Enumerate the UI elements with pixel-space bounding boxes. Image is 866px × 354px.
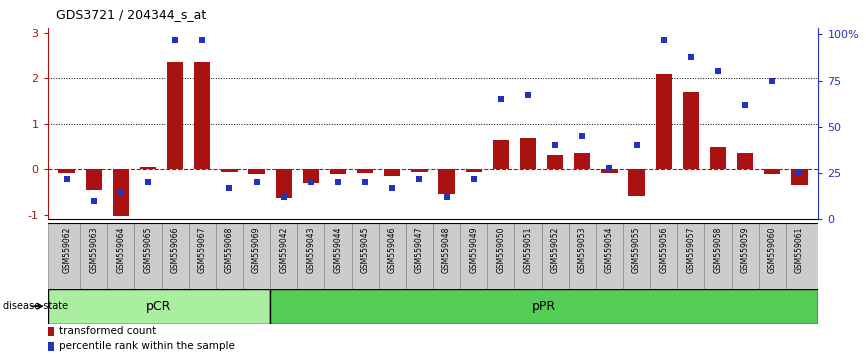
Text: GSM559053: GSM559053: [578, 226, 587, 273]
Text: GSM559063: GSM559063: [89, 226, 98, 273]
Text: GSM559064: GSM559064: [116, 226, 126, 273]
Text: GSM559042: GSM559042: [279, 226, 288, 273]
Bar: [86, 170, 102, 190]
Bar: [623, 223, 650, 289]
Bar: [737, 154, 753, 170]
Bar: [325, 223, 352, 289]
Bar: [134, 223, 162, 289]
Text: GSM559067: GSM559067: [197, 226, 207, 273]
Bar: [48, 223, 81, 289]
Bar: [792, 170, 807, 185]
Bar: [378, 223, 406, 289]
Text: GSM559048: GSM559048: [442, 226, 451, 273]
Text: GSM559043: GSM559043: [307, 226, 315, 273]
Bar: [216, 223, 243, 289]
Bar: [411, 170, 428, 172]
Bar: [48, 289, 270, 324]
Bar: [514, 223, 541, 289]
Bar: [81, 223, 107, 289]
Text: GSM559061: GSM559061: [795, 226, 804, 273]
Bar: [140, 167, 156, 170]
Bar: [270, 289, 818, 324]
Text: disease state: disease state: [3, 301, 68, 311]
Text: GSM559058: GSM559058: [714, 226, 722, 273]
Text: GSM559062: GSM559062: [62, 226, 71, 273]
Bar: [460, 223, 488, 289]
Bar: [406, 223, 433, 289]
Text: GSM559059: GSM559059: [740, 226, 750, 273]
Text: GSM559052: GSM559052: [551, 226, 559, 273]
Text: pCR: pCR: [146, 300, 171, 313]
Bar: [520, 138, 536, 170]
Text: GSM559068: GSM559068: [225, 226, 234, 273]
Bar: [488, 223, 514, 289]
Bar: [357, 170, 373, 173]
Text: GDS3721 / 204344_s_at: GDS3721 / 204344_s_at: [56, 8, 206, 21]
Bar: [352, 223, 378, 289]
Bar: [732, 223, 759, 289]
Text: transformed count: transformed count: [59, 326, 156, 336]
Text: GSM559050: GSM559050: [496, 226, 506, 273]
Bar: [547, 155, 563, 170]
Bar: [167, 62, 184, 170]
Bar: [466, 170, 481, 172]
Bar: [270, 223, 297, 289]
Text: GSM559065: GSM559065: [144, 226, 152, 273]
Bar: [162, 223, 189, 289]
Bar: [222, 170, 237, 172]
Bar: [574, 154, 591, 170]
Text: percentile rank within the sample: percentile rank within the sample: [59, 342, 235, 352]
Text: GSM559054: GSM559054: [605, 226, 614, 273]
Bar: [113, 170, 129, 216]
Text: GSM559069: GSM559069: [252, 226, 261, 273]
Text: GSM559045: GSM559045: [360, 226, 370, 273]
Bar: [297, 223, 325, 289]
Bar: [541, 223, 569, 289]
Bar: [59, 170, 74, 173]
Text: GSM559046: GSM559046: [388, 226, 397, 273]
Bar: [303, 170, 319, 183]
Bar: [650, 223, 677, 289]
Text: pPR: pPR: [533, 300, 556, 313]
Text: GSM559066: GSM559066: [171, 226, 179, 273]
Text: GSM559049: GSM559049: [469, 226, 478, 273]
Bar: [601, 170, 617, 173]
Bar: [330, 170, 346, 174]
Bar: [677, 223, 704, 289]
Bar: [194, 62, 210, 170]
Bar: [629, 170, 644, 196]
Bar: [656, 74, 672, 170]
Text: GSM559044: GSM559044: [333, 226, 343, 273]
Bar: [48, 327, 54, 336]
Text: GSM559056: GSM559056: [659, 226, 669, 273]
Bar: [759, 223, 785, 289]
Bar: [704, 223, 732, 289]
Bar: [596, 223, 623, 289]
Bar: [249, 170, 265, 174]
Bar: [682, 92, 699, 170]
Text: GSM559057: GSM559057: [687, 226, 695, 273]
Text: GSM559051: GSM559051: [523, 226, 533, 273]
Bar: [275, 170, 292, 198]
Bar: [710, 147, 726, 170]
Bar: [243, 223, 270, 289]
Bar: [569, 223, 596, 289]
Bar: [189, 223, 216, 289]
Bar: [48, 342, 54, 351]
Text: GSM559055: GSM559055: [632, 226, 641, 273]
Bar: [785, 223, 818, 289]
Bar: [438, 170, 455, 194]
Bar: [385, 170, 400, 176]
Bar: [764, 170, 780, 174]
Text: GSM559060: GSM559060: [768, 226, 777, 273]
Bar: [107, 223, 134, 289]
Bar: [433, 223, 460, 289]
Text: GSM559047: GSM559047: [415, 226, 424, 273]
Bar: [493, 140, 509, 170]
